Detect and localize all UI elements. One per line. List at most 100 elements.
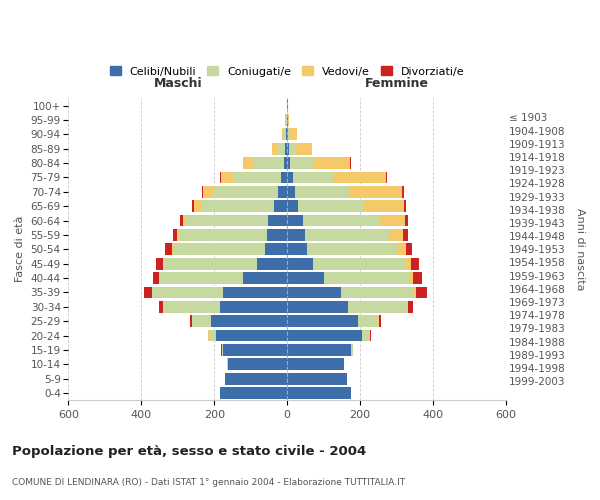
Bar xyxy=(295,186,349,198)
Bar xyxy=(287,157,290,169)
Bar xyxy=(389,229,403,241)
Bar xyxy=(179,229,267,241)
Y-axis label: Fasce di età: Fasce di età xyxy=(15,216,25,282)
Bar xyxy=(305,229,389,241)
Bar xyxy=(220,387,287,399)
Bar xyxy=(287,186,295,198)
Bar xyxy=(172,244,173,255)
Bar xyxy=(287,272,324,284)
Bar xyxy=(287,214,302,226)
Bar xyxy=(268,214,287,226)
Bar xyxy=(233,172,281,183)
Bar xyxy=(413,272,422,284)
Bar xyxy=(144,286,152,298)
Bar xyxy=(289,143,296,154)
Bar xyxy=(379,316,381,327)
Bar xyxy=(201,200,274,212)
Bar xyxy=(351,344,353,356)
Bar xyxy=(403,229,407,241)
Bar xyxy=(209,330,216,342)
Bar xyxy=(341,286,414,298)
Bar xyxy=(203,186,214,198)
Bar xyxy=(284,128,286,140)
Bar xyxy=(289,128,290,140)
Bar xyxy=(284,157,287,169)
Bar xyxy=(214,186,278,198)
Bar xyxy=(290,157,314,169)
Bar xyxy=(179,214,182,226)
Bar xyxy=(349,186,402,198)
Bar xyxy=(221,344,223,356)
Bar xyxy=(296,143,312,154)
Bar xyxy=(224,373,287,384)
Bar xyxy=(287,358,344,370)
Bar xyxy=(223,286,287,298)
Bar xyxy=(358,316,379,327)
Bar xyxy=(220,301,287,312)
Bar xyxy=(254,157,284,169)
Bar xyxy=(287,330,362,342)
Bar xyxy=(416,286,427,298)
Bar xyxy=(216,330,287,342)
Bar xyxy=(398,244,406,255)
Bar xyxy=(404,214,407,226)
Bar xyxy=(163,301,220,312)
Bar xyxy=(286,114,287,126)
Bar xyxy=(314,157,350,169)
Bar xyxy=(152,286,223,298)
Bar xyxy=(293,172,333,183)
Bar xyxy=(173,229,178,241)
Text: COMUNE DI LENDINARA (RO) - Dati ISTAT 1° gennaio 2004 - Elaborazione TUTTITALIA.: COMUNE DI LENDINARA (RO) - Dati ISTAT 1°… xyxy=(12,478,405,487)
Bar xyxy=(223,344,287,356)
Text: Popolazione per età, sesso e stato civile - 2004: Popolazione per età, sesso e stato civil… xyxy=(12,445,366,458)
Y-axis label: Anni di nascita: Anni di nascita xyxy=(575,208,585,290)
Bar xyxy=(285,114,286,126)
Bar xyxy=(288,114,289,126)
Bar xyxy=(302,214,379,226)
Bar xyxy=(244,157,254,169)
Bar xyxy=(194,200,201,212)
Bar xyxy=(362,330,370,342)
Bar xyxy=(287,200,298,212)
Bar xyxy=(186,214,268,226)
Bar xyxy=(287,373,347,384)
Bar xyxy=(333,172,386,183)
Bar xyxy=(407,301,408,312)
Bar xyxy=(287,172,293,183)
Bar xyxy=(281,172,287,183)
Bar xyxy=(244,272,287,284)
Bar xyxy=(220,172,221,183)
Bar xyxy=(349,301,407,312)
Bar xyxy=(158,272,160,284)
Bar xyxy=(159,301,163,312)
Bar xyxy=(411,258,419,270)
Bar xyxy=(190,316,192,327)
Bar xyxy=(287,143,289,154)
Bar xyxy=(287,229,305,241)
Bar xyxy=(173,244,265,255)
Bar xyxy=(267,229,287,241)
Bar xyxy=(178,229,179,241)
Bar xyxy=(277,143,286,154)
Text: Femmine: Femmine xyxy=(365,78,428,90)
Bar xyxy=(282,128,284,140)
Bar xyxy=(163,258,164,270)
Bar xyxy=(287,258,313,270)
Bar xyxy=(160,272,244,284)
Bar xyxy=(228,358,287,370)
Bar xyxy=(287,387,351,399)
Bar xyxy=(414,286,416,298)
Bar xyxy=(156,258,163,270)
Bar xyxy=(164,258,257,270)
Bar xyxy=(286,143,287,154)
Bar xyxy=(193,316,211,327)
Bar xyxy=(406,244,412,255)
Bar xyxy=(287,286,341,298)
Bar xyxy=(211,316,287,327)
Bar xyxy=(307,244,398,255)
Bar xyxy=(379,214,404,226)
Bar xyxy=(290,128,298,140)
Bar xyxy=(272,143,277,154)
Bar xyxy=(408,301,413,312)
Bar xyxy=(370,330,371,342)
